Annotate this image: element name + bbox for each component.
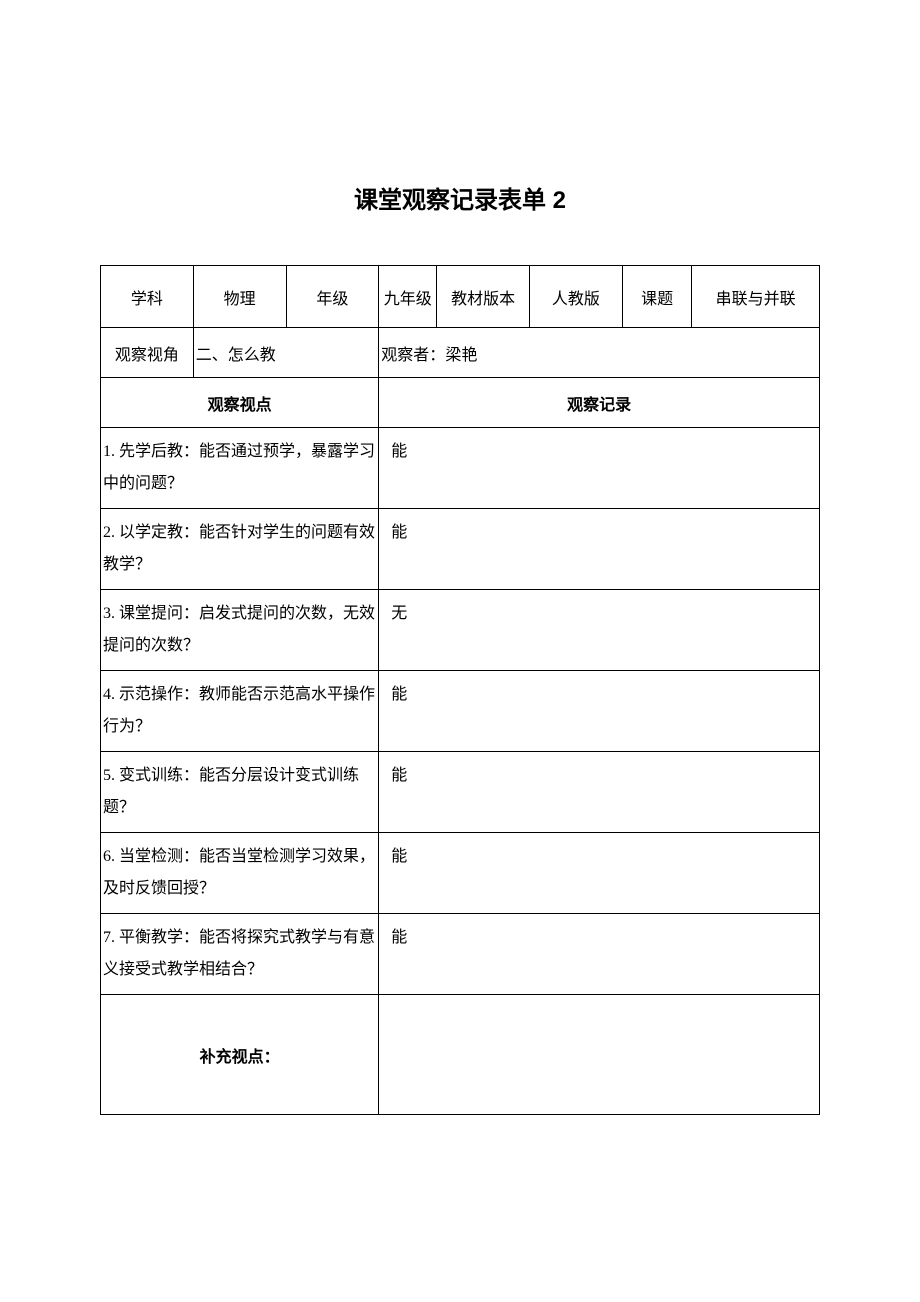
subject-value: 物理 xyxy=(193,266,286,328)
item-question: 1. 先学后教：能否通过预学，暴露学习中的问题？ xyxy=(101,428,379,509)
item-question: 2. 以学定教：能否针对学生的问题有效教学？ xyxy=(101,509,379,590)
angle-row: 观察视角 二、怎么教 观察者：梁艳 xyxy=(101,328,820,378)
angle-label: 观察视角 xyxy=(101,328,194,378)
supplement-value xyxy=(379,995,820,1115)
item-row: 7. 平衡教学：能否将探究式教学与有意义接受式教学相结合？ 能 xyxy=(101,914,820,995)
supplement-row: 补充视点： xyxy=(101,995,820,1115)
topic-label: 课题 xyxy=(622,266,692,328)
item-question: 4. 示范操作：教师能否示范高水平操作行为？ xyxy=(101,671,379,752)
textbook-value: 人教版 xyxy=(530,266,623,328)
header-row: 学科 物理 年级 九年级 教材版本 人教版 课题 串联与并联 xyxy=(101,266,820,328)
observer-value: 梁艳 xyxy=(445,347,477,364)
item-answer: 无 xyxy=(379,590,820,671)
item-answer: 能 xyxy=(379,428,820,509)
item-question: 5. 变式训练：能否分层设计变式训练题？ xyxy=(101,752,379,833)
item-answer: 能 xyxy=(379,509,820,590)
subject-label: 学科 xyxy=(101,266,194,328)
observation-table: 学科 物理 年级 九年级 教材版本 人教版 课题 串联与并联 观察视角 二、怎么… xyxy=(100,265,820,1115)
observer-cell: 观察者：梁艳 xyxy=(379,328,820,378)
viewpoint-header: 观察视点 xyxy=(101,378,379,428)
item-answer: 能 xyxy=(379,671,820,752)
page-title: 课堂观察记录表单 2 xyxy=(100,180,820,215)
textbook-label: 教材版本 xyxy=(437,266,530,328)
grade-value: 九年级 xyxy=(379,266,437,328)
angle-value: 二、怎么教 xyxy=(193,328,379,378)
supplement-label: 补充视点： xyxy=(101,995,379,1115)
topic-value: 串联与并联 xyxy=(692,266,820,328)
item-row: 2. 以学定教：能否针对学生的问题有效教学？ 能 xyxy=(101,509,820,590)
item-answer: 能 xyxy=(379,833,820,914)
item-row: 4. 示范操作：教师能否示范高水平操作行为？ 能 xyxy=(101,671,820,752)
item-question: 3. 课堂提问：启发式提问的次数，无效提问的次数？ xyxy=(101,590,379,671)
item-question: 7. 平衡教学：能否将探究式教学与有意义接受式教学相结合？ xyxy=(101,914,379,995)
item-row: 6. 当堂检测：能否当堂检测学习效果，及时反馈回授？ 能 xyxy=(101,833,820,914)
grade-label: 年级 xyxy=(286,266,379,328)
item-answer: 能 xyxy=(379,752,820,833)
item-row: 3. 课堂提问：启发式提问的次数，无效提问的次数？ 无 xyxy=(101,590,820,671)
item-answer: 能 xyxy=(379,914,820,995)
item-row: 1. 先学后教：能否通过预学，暴露学习中的问题？ 能 xyxy=(101,428,820,509)
observer-label: 观察者： xyxy=(381,347,445,364)
record-header: 观察记录 xyxy=(379,378,820,428)
item-question: 6. 当堂检测：能否当堂检测学习效果，及时反馈回授？ xyxy=(101,833,379,914)
item-row: 5. 变式训练：能否分层设计变式训练题？ 能 xyxy=(101,752,820,833)
column-header-row: 观察视点 观察记录 xyxy=(101,378,820,428)
